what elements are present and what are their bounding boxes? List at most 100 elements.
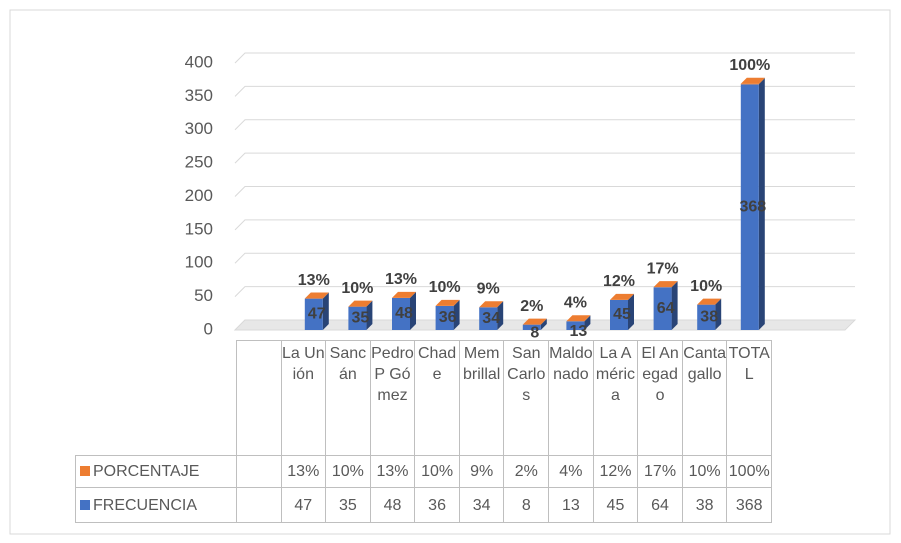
data-label: 17% (647, 260, 679, 277)
table-value: 9% (458, 455, 505, 488)
table-value: 48 (369, 487, 416, 523)
table-value: 10% (681, 455, 728, 488)
grid-line (234, 85, 855, 97)
category-label: La América (592, 340, 639, 456)
data-label: 36 (439, 309, 457, 326)
bar-top (479, 301, 504, 308)
data-label: 368 (739, 198, 766, 215)
bar (740, 83, 759, 85)
table-value: 64 (637, 487, 683, 523)
legend-label: FRECUENCIA (93, 496, 198, 514)
bar-top (392, 291, 416, 298)
table-value: 17% (637, 455, 683, 488)
data-label: 38 (700, 309, 718, 326)
bar-side (322, 292, 329, 299)
data-label: 8 (530, 325, 539, 342)
data-label: 10% (429, 279, 461, 296)
bar-side (715, 298, 722, 330)
y-tick-label: 50 (194, 286, 213, 305)
bar-side (497, 301, 504, 330)
category-label: El Anegado (637, 340, 683, 456)
data-label: 100% (729, 57, 770, 74)
chart-border (9, 9, 891, 535)
table-value: 368 (726, 487, 773, 523)
data-label: 45 (613, 306, 631, 323)
bar (566, 321, 585, 330)
bar-top (566, 315, 591, 322)
data-label: 47 (308, 306, 326, 323)
table-value: 10% (414, 455, 460, 488)
y-tick-label: 350 (185, 86, 213, 105)
table-value: 8 (503, 487, 550, 523)
bar-top (522, 318, 547, 325)
table-value: 36 (414, 487, 460, 523)
y-tick-label: 0 (204, 319, 213, 338)
bar-side (671, 281, 678, 330)
table-value: 2% (503, 455, 550, 488)
bar-top (697, 298, 722, 305)
data-label: 12% (603, 273, 635, 290)
bar-side (540, 318, 547, 330)
legend-entry: PORCENTAJE (75, 455, 237, 488)
grid-line (234, 252, 855, 264)
category-label: TOTAL (726, 340, 773, 456)
legend-key (80, 466, 90, 476)
bar (479, 307, 498, 330)
table-value: 100% (726, 455, 773, 488)
bar (522, 324, 541, 330)
y-tick-label: 400 (185, 52, 213, 71)
bar-side (671, 281, 678, 288)
category-label: Chade (414, 340, 460, 456)
bar-side (584, 315, 591, 322)
data-label: 48 (395, 305, 413, 322)
table-value: 34 (458, 487, 505, 523)
bar-side (322, 292, 329, 330)
grid-line (234, 152, 855, 164)
data-label: 10% (690, 278, 722, 295)
table-value: 10% (325, 455, 371, 488)
bar (435, 305, 454, 330)
bar (697, 304, 716, 330)
bar-side (715, 298, 722, 305)
bar-side (366, 300, 373, 330)
legend-key (80, 499, 90, 510)
bar-side (540, 318, 547, 325)
legend-entry: FRECUENCIA (75, 487, 237, 523)
grid-line (234, 186, 855, 197)
y-tick-label: 100 (185, 253, 213, 272)
cell (76, 341, 237, 456)
y-tick-label: 300 (185, 119, 213, 138)
table-value: 38 (681, 487, 728, 523)
bar-side (584, 315, 591, 330)
bar-top (610, 293, 634, 300)
data-label: 34 (482, 310, 500, 327)
category-label: San Carlos (503, 340, 550, 456)
table-row: FRECUENCIA 47 35 48 36 34 8 13 45 64 38 368 (75, 487, 773, 523)
bar-top (740, 77, 765, 84)
table-value: 13% (369, 455, 416, 488)
bar-side (758, 77, 765, 85)
data-label: 4% (564, 295, 587, 312)
bar-top (653, 281, 678, 288)
table-value: 13 (548, 487, 594, 523)
table-value: 13% (280, 455, 327, 488)
category-label: Cantagallo (681, 340, 728, 456)
bar-top (435, 299, 460, 306)
bar (740, 84, 759, 330)
grid-line (234, 286, 855, 297)
data-label: 35 (352, 310, 370, 327)
category-label: Sancán (325, 340, 371, 456)
bar-side (628, 293, 634, 300)
bar-side (758, 78, 765, 330)
y-tick-label: 250 (185, 153, 213, 172)
table-value: 4% (548, 455, 594, 488)
bar-side (453, 299, 460, 330)
data-label: 13 (570, 323, 588, 340)
bar-side (453, 299, 460, 306)
data-label: 9% (477, 280, 500, 297)
table-value: 35 (325, 487, 371, 523)
grid-line (234, 119, 855, 131)
table-row: La Unión Sancán Pedro P Gómez Chade Membrill… (76, 340, 773, 456)
